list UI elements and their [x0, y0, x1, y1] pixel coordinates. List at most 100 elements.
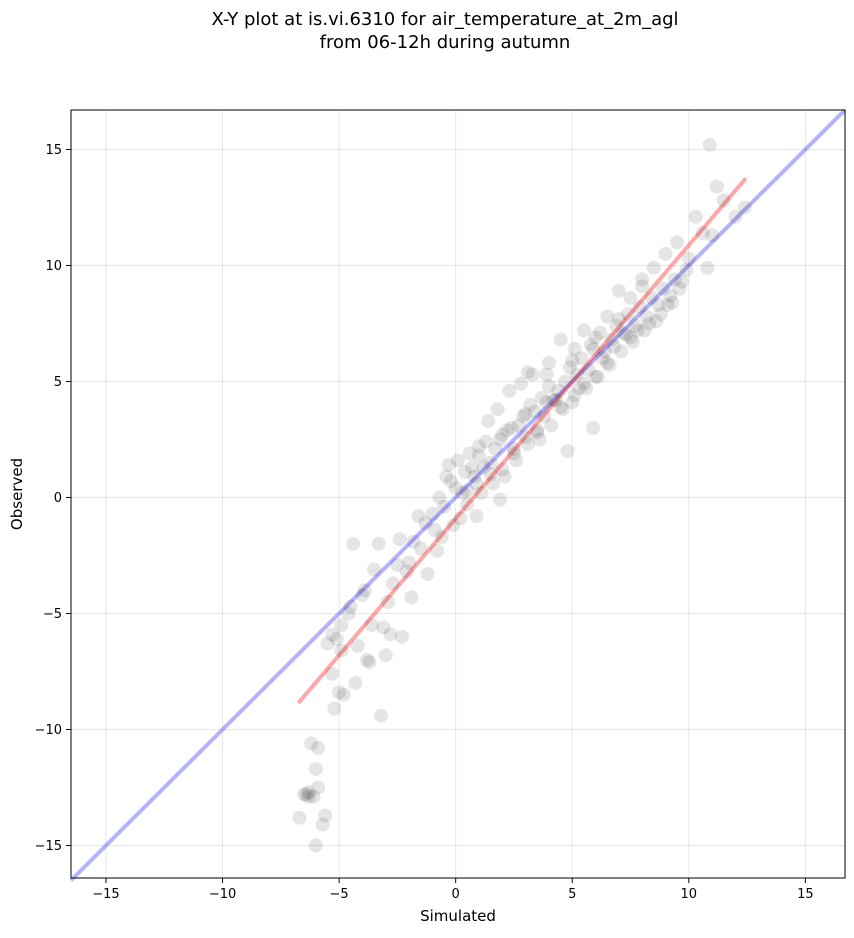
scatter-point	[467, 469, 482, 484]
scatter-point	[478, 434, 493, 449]
scatter-point	[411, 509, 426, 524]
scatter-point	[334, 618, 349, 633]
scatter-point	[297, 787, 312, 802]
scatter-point	[381, 594, 396, 609]
scatter-point	[355, 587, 370, 602]
scatter-point	[672, 281, 687, 296]
scatter-point	[492, 432, 507, 447]
scatter-point	[485, 476, 500, 491]
scatter-point	[441, 457, 456, 472]
scatter-point	[560, 444, 575, 459]
scatter-point	[490, 402, 505, 417]
scatter-point	[474, 485, 489, 500]
scatter-point	[616, 325, 631, 340]
scatter-point	[495, 427, 510, 442]
scatter-point	[457, 464, 472, 479]
scatter-point	[642, 316, 657, 331]
scatter-point	[509, 453, 524, 468]
scatter-point	[516, 409, 531, 424]
plot-frame	[70, 109, 846, 879]
y-tick-label: −15	[35, 839, 62, 854]
scatter-point	[581, 362, 596, 377]
scatter-point	[520, 437, 535, 452]
scatter-point	[588, 369, 603, 384]
identity-line	[69, 108, 847, 882]
scatter-point	[635, 272, 650, 287]
scatter-point	[453, 511, 468, 526]
scatter-point	[679, 263, 694, 278]
scatter-point	[562, 360, 577, 375]
scatter-point	[576, 376, 591, 391]
scatter-point	[329, 632, 344, 647]
x-tick-label: 5	[568, 887, 576, 902]
scatter-point	[444, 474, 459, 489]
chart-title-line2: from 06-12h during autumn	[320, 32, 571, 53]
scatter-point	[644, 290, 659, 305]
scatter-point	[327, 701, 342, 716]
scatter-point	[506, 446, 521, 461]
scatter-point	[308, 761, 323, 776]
scatter-point	[618, 328, 633, 343]
scatter-point	[418, 516, 433, 531]
scatter-point	[588, 330, 603, 345]
x-tick-label: −10	[209, 887, 236, 902]
scatter-point	[460, 483, 475, 498]
scatter-point	[318, 808, 333, 823]
y-tick-label: 5	[54, 375, 62, 390]
x-tick-label: 10	[681, 887, 698, 902]
scatter-point	[451, 453, 465, 468]
scatter-point	[378, 648, 393, 663]
scatter-point	[674, 274, 689, 289]
reference-lines	[69, 108, 847, 882]
scatter-point	[709, 179, 724, 194]
scatter-point	[670, 235, 685, 250]
scatter-point	[597, 344, 612, 359]
scatter-point	[569, 367, 584, 382]
scatter-point	[658, 246, 673, 261]
scatter-point	[665, 295, 680, 310]
scatter-point	[481, 413, 496, 428]
scatter-point	[635, 279, 650, 294]
scatter-point	[553, 399, 568, 414]
scatter-point	[292, 810, 307, 825]
scatter-point	[600, 309, 615, 324]
scatter-point	[651, 297, 666, 312]
scatter-point	[448, 481, 463, 496]
x-axis-label: Simulated	[420, 907, 496, 925]
scatter-point	[446, 518, 461, 533]
scatter-point	[586, 341, 601, 356]
scatter-point	[688, 209, 703, 224]
scatter-point	[464, 460, 479, 475]
scatter-point	[607, 339, 622, 354]
scatter-point	[471, 448, 486, 463]
scatter-point	[546, 393, 561, 408]
scatter-point	[539, 367, 554, 382]
scatter-point	[455, 485, 470, 500]
scatter-point	[523, 397, 538, 412]
scatter-point	[350, 638, 365, 653]
scatter-point	[520, 365, 535, 380]
scatter-point	[527, 404, 542, 419]
scatter-point	[437, 499, 452, 514]
scatter-point	[639, 309, 654, 324]
y-tick-label: 10	[45, 259, 62, 274]
scatter-point	[511, 418, 526, 433]
scatter-points	[292, 137, 752, 853]
scatter-point	[602, 358, 617, 373]
scatter-point	[506, 441, 521, 456]
scatter-point	[637, 323, 652, 338]
scatter-point	[614, 344, 629, 359]
scatter-point	[625, 335, 640, 350]
scatter-point	[392, 532, 407, 547]
scatter-point	[551, 383, 566, 398]
scatter-point	[343, 599, 358, 614]
scatter-point	[574, 351, 589, 366]
scatter-point	[301, 785, 316, 800]
scatter-point	[544, 418, 559, 433]
scatter-point	[705, 228, 720, 243]
scatter-point	[579, 381, 594, 396]
scatter-point	[332, 685, 347, 700]
scatter-point	[611, 311, 626, 326]
